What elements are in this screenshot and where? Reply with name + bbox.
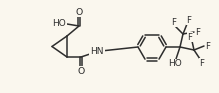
Text: F: F [200, 58, 205, 68]
Text: O: O [77, 66, 85, 76]
Text: F: F [187, 16, 191, 24]
Text: HO: HO [168, 60, 182, 69]
Text: O: O [75, 8, 83, 16]
Text: F: F [196, 28, 201, 36]
Text: F: F [187, 32, 193, 41]
Text: F: F [171, 17, 177, 27]
Text: F: F [205, 41, 210, 50]
Text: HO: HO [52, 19, 66, 28]
Text: HN: HN [90, 46, 104, 56]
